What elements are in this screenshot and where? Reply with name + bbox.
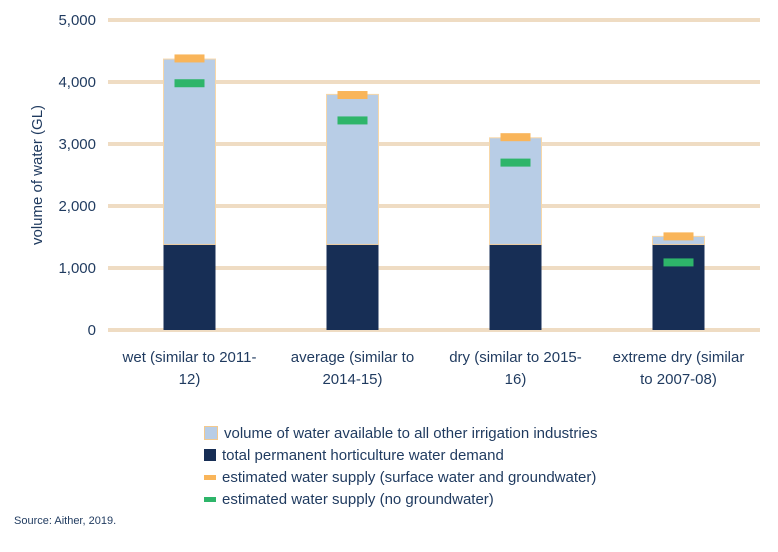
supply-marker: [663, 258, 694, 267]
y-tick-label: 3,000: [58, 136, 96, 153]
legend: volume of water available to all other i…: [204, 422, 598, 510]
source-note: Source: Aither, 2019.: [14, 515, 117, 527]
legend-swatch: [204, 449, 216, 461]
chart: 0 1,000 2,000 3,000 4,000 5,000 volume of wate…: [29, 12, 760, 388]
supply-marker: [174, 79, 205, 88]
supply-marker: [500, 158, 531, 167]
bar-segment: [652, 244, 705, 330]
supply-marker: [500, 133, 531, 142]
supply-marker: [174, 54, 205, 63]
legend-item: volume of water available to all other i…: [204, 422, 598, 444]
legend-label: total permanent horticulture water deman…: [222, 446, 504, 464]
y-tick-label: 5,000: [58, 12, 96, 29]
legend-swatch: [204, 474, 216, 480]
y-tick-label: 2,000: [58, 198, 96, 215]
y-tick-label: 4,000: [58, 74, 96, 91]
x-tick-label: wet (similar to 2011-: [122, 349, 257, 366]
legend-label: estimated water supply (no groundwater): [222, 490, 494, 508]
supply-marker: [337, 116, 368, 125]
legend-label: volume of water available to all other i…: [224, 424, 598, 442]
legend-swatch: [204, 496, 216, 502]
y-tick-label: 1,000: [58, 260, 96, 277]
legend-label: estimated water supply (surface water an…: [222, 468, 597, 486]
bar-segment: [163, 58, 216, 245]
supply-marker: [337, 91, 368, 100]
x-tick-label: extreme dry (similar: [613, 349, 745, 366]
bar-segment: [489, 137, 542, 245]
x-tick-label: to 2007-08): [640, 371, 717, 388]
y-axis-label: volume of water (GL): [29, 105, 46, 245]
x-tick-label: 2014-15): [322, 371, 382, 388]
legend-item: total permanent horticulture water deman…: [204, 444, 598, 466]
y-tick-label: 0: [88, 322, 96, 339]
bar-segment: [163, 244, 216, 330]
bar-segment: [326, 244, 379, 330]
legend-item: estimated water supply (surface water an…: [204, 466, 598, 488]
x-tick-label: 12): [179, 371, 201, 388]
supply-marker: [663, 232, 694, 241]
x-tick-label: 16): [505, 371, 527, 388]
legend-swatch: [204, 426, 218, 440]
x-tick-label: dry (similar to 2015-: [449, 349, 582, 366]
x-tick-label: average (similar to: [291, 349, 414, 366]
bar-segment: [489, 244, 542, 330]
legend-item: estimated water supply (no groundwater): [204, 488, 598, 510]
